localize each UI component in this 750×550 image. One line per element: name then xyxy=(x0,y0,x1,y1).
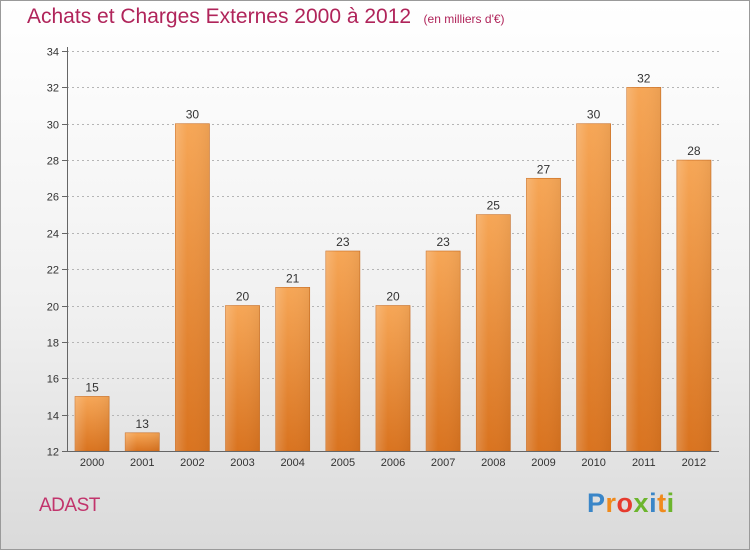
chart-title-row: Achats et Charges Externes 2000 à 2012 (… xyxy=(27,5,505,35)
bar-value-label: 30 xyxy=(186,108,200,122)
y-tick-label: 24 xyxy=(47,229,59,241)
logo-letter: r xyxy=(605,488,617,518)
bar-value-label: 23 xyxy=(336,235,350,249)
logo-letter: i xyxy=(649,488,658,518)
bar-shine-2012 xyxy=(676,160,711,451)
x-tick-label: 2012 xyxy=(682,457,706,469)
axis-layer: 12 14 16 18 20 22 24 26 28 30 32 34 2000 2001 2002 2003… xyxy=(47,47,719,469)
bar-shine-2000 xyxy=(75,396,110,451)
chart-title: Achats et Charges Externes 2000 à 2012 xyxy=(27,5,412,28)
bar-value-label: 23 xyxy=(436,235,450,249)
chart-subtitle: (en milliers d'€) xyxy=(423,12,505,26)
bar-shine-2011 xyxy=(626,87,661,451)
bar-value-label: 15 xyxy=(85,380,99,394)
bar-value-label: 27 xyxy=(537,162,551,176)
bar-shine-2002 xyxy=(175,123,210,452)
logo-letter: t xyxy=(657,488,667,518)
bar-value-label: 25 xyxy=(487,199,501,213)
x-tick-label: 2002 xyxy=(180,457,204,469)
bar-value-label: 20 xyxy=(386,290,400,304)
x-tick-label: 2008 xyxy=(481,457,505,469)
bar-value-label: 30 xyxy=(587,108,601,122)
y-tick-label: 18 xyxy=(47,338,59,350)
y-tick-label: 12 xyxy=(47,447,59,459)
x-tick-label: 2011 xyxy=(632,457,656,469)
logo-letter: i xyxy=(666,488,675,518)
x-tick-label: 2004 xyxy=(280,457,304,469)
bar-shine-2007 xyxy=(426,251,461,451)
bar-shine-2001 xyxy=(125,432,160,451)
x-tick-label: 2001 xyxy=(130,457,154,469)
bar-shine-2004 xyxy=(275,287,310,451)
logo-letter: o xyxy=(616,488,634,518)
y-tick-label: 28 xyxy=(47,156,59,168)
x-tick-label: 2010 xyxy=(581,457,605,469)
y-tick-label: 34 xyxy=(47,47,59,59)
y-tick-label: 20 xyxy=(47,302,59,314)
bar-value-label: 28 xyxy=(687,144,701,158)
x-tick-label: 2005 xyxy=(331,457,355,469)
bar-shine-2008 xyxy=(476,214,511,451)
y-tick-label: 22 xyxy=(47,265,59,277)
logo-letter: x xyxy=(633,488,650,518)
bar-value-label: 32 xyxy=(637,71,651,85)
x-tick-label: 2006 xyxy=(381,457,405,469)
x-tick-label: 2007 xyxy=(431,457,455,469)
x-tick-label: 2000 xyxy=(80,457,104,469)
x-tick-label: 2003 xyxy=(230,457,254,469)
bar-shine-2010 xyxy=(576,123,611,452)
label-layer: 15 13 30 20 21 23 20 23 25 27 30 32 28 xyxy=(85,71,701,430)
y-tick-label: 14 xyxy=(47,411,59,423)
bar-shine-2006 xyxy=(375,305,411,451)
proxiti-logo[interactable]: Proxiti xyxy=(587,488,675,519)
bar-value-label: 21 xyxy=(286,271,300,285)
bar-value-label: 20 xyxy=(236,290,250,304)
bar-value-label: 13 xyxy=(136,417,150,431)
commune-name: ADAST xyxy=(39,495,100,516)
bar-layer xyxy=(74,87,712,452)
y-tick-label: 26 xyxy=(47,192,59,204)
y-tick-label: 30 xyxy=(47,120,59,132)
bar-shine-2005 xyxy=(325,251,360,451)
x-tick-label: 2009 xyxy=(531,457,555,469)
logo-letter: P xyxy=(587,488,606,518)
bar-shine-2009 xyxy=(526,178,561,452)
y-tick-label: 32 xyxy=(47,83,59,95)
bar-shine-2003 xyxy=(225,305,260,451)
y-tick-label: 16 xyxy=(47,374,59,386)
